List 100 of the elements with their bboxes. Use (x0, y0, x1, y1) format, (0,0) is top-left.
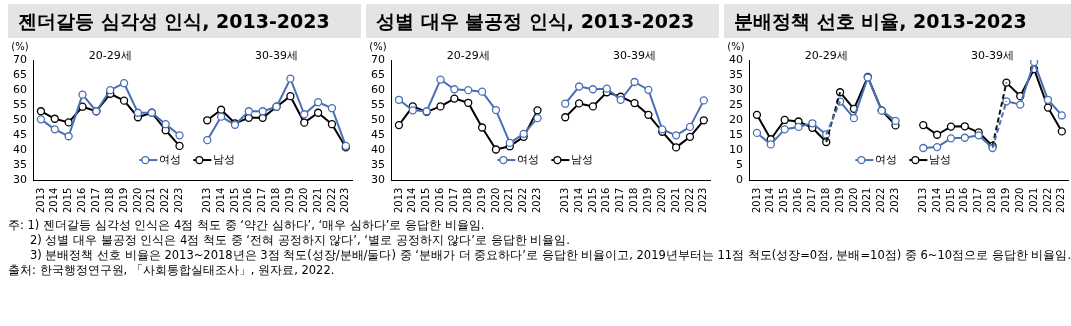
chart-title: 젠더갈등 심각성 인식, 2013-2023 (8, 4, 361, 38)
x-tick-label: 2022 (325, 187, 337, 213)
y-tick-label: 65 (13, 67, 27, 81)
y-tick-label: 15 (729, 128, 743, 142)
y-tick-label: 30 (729, 83, 743, 96)
y-tick-label: 40 (371, 143, 385, 157)
source-note: 출처: 한국행정연구원, 「사회통합실태조사」, 원자료, 2022. (8, 263, 336, 278)
y-tick-label: 35 (371, 158, 385, 172)
y-tick-label: 55 (371, 98, 385, 112)
x-tick-label: 2015 (228, 187, 240, 213)
x-tick-label: 2013 (34, 187, 46, 213)
legend-label: 남성 (571, 152, 594, 166)
x-tick-label: 2020 (1013, 187, 1025, 213)
x-tick-label: 2020 (131, 187, 143, 213)
x-tick-label: 2014 (764, 187, 776, 213)
x-tick-label: 2015 (420, 187, 432, 213)
annotation: 30-39세 (255, 49, 299, 63)
x-tick-label: 2017 (972, 187, 984, 213)
x-tick-label: 2018 (270, 187, 282, 213)
x-tick-label: 2013 (916, 187, 928, 213)
x-tick-label: 2018 (103, 187, 115, 213)
x-tick-label: 2020 (847, 187, 859, 213)
annotation: 20-29세 (446, 49, 490, 63)
x-tick-label: 2022 (1041, 187, 1053, 213)
annotation: 20-29세 (804, 49, 848, 63)
x-tick-label: 2020 (655, 187, 667, 213)
x-tick-label: 2023 (339, 187, 351, 213)
x-tick-label: 2020 (297, 187, 309, 213)
x-tick-label: 2015 (778, 187, 790, 213)
x-tick-label: 2021 (311, 187, 323, 213)
y-axis-title: (%) (727, 40, 745, 52)
y-tick-label: 10 (729, 143, 743, 157)
x-tick-label: 2014 (930, 187, 942, 213)
y-tick-label: 70 (13, 52, 27, 66)
annotation: 30-39세 (613, 49, 657, 63)
y-tick-label: 50 (13, 113, 27, 127)
y-tick-label: 35 (13, 158, 27, 172)
x-tick-label: 2016 (76, 187, 88, 213)
y-tick-label: 40 (729, 52, 743, 66)
x-tick-label: 2022 (517, 187, 529, 213)
y-tick-label: 20 (729, 113, 743, 127)
x-tick-label: 2013 (392, 187, 404, 213)
y-tick-label: 40 (13, 143, 27, 157)
x-tick-label: 2018 (628, 187, 640, 213)
x-tick-label: 2016 (958, 187, 970, 213)
legend-label: 여성 (875, 152, 898, 166)
x-tick-label: 2017 (256, 187, 268, 213)
y-axis-title: (%) (11, 40, 29, 52)
x-tick-label: 2015 (62, 187, 74, 213)
x-tick-label: 2014 (572, 187, 584, 213)
x-tick-label: 2021 (1027, 187, 1039, 213)
y-tick-label: 60 (371, 83, 385, 96)
x-tick-label: 2014 (406, 187, 418, 213)
x-tick-label: 2015 (586, 187, 598, 213)
annotation: 30-39세 (971, 49, 1015, 63)
x-tick-label: 2021 (669, 187, 681, 213)
x-tick-label: 2021 (145, 187, 157, 213)
legend-label: 여성 (517, 152, 540, 166)
x-tick-label: 2023 (889, 187, 901, 213)
annotation: 20-29세 (88, 49, 132, 63)
x-tick-label: 2019 (283, 187, 295, 213)
x-tick-label: 2013 (558, 187, 570, 213)
legend-label: 여성 (159, 152, 182, 166)
x-tick-label: 2022 (159, 187, 171, 213)
text: 3) 분배정책 선호 비율은 2013~2018년은 3점 척도(성장/분배/둘다) 중 ‘분배가 더 중요하다’로 응답한 비율이고, 2019년부터는 11점 척도(성장=0점, 분배=10점) 중 6~10점으로 응답한 비율임. (29, 248, 1071, 263)
y-tick-label: 55 (13, 98, 27, 112)
y-tick-label: 45 (371, 128, 385, 142)
x-tick-label: 2022 (683, 187, 695, 213)
x-tick-label: 2021 (503, 187, 515, 213)
x-tick-label: 2017 (805, 187, 817, 213)
x-tick-label: 2019 (117, 187, 129, 213)
x-tick-label: 2018 (986, 187, 998, 213)
x-tick-label: 2014 (214, 187, 226, 213)
x-tick-label: 2019 (475, 187, 487, 213)
legend-label: 남성 (929, 152, 952, 166)
y-tick-label: 70 (371, 52, 385, 66)
x-tick-label: 2017 (89, 187, 101, 213)
x-tick-label: 2016 (242, 187, 254, 213)
y-tick-label: 30 (13, 173, 27, 187)
text: 주: 1) 젠더갈등 심각성 인식은 4점 척도 중 ‘약간 심하다’, ‘매우 심하다’로 응답한 비율임. (8, 218, 486, 233)
chart-title: 분배정책 선호 비율, 2013-2023 (724, 4, 1071, 38)
x-tick-label: 2013 (200, 187, 212, 213)
y-tick-label: 45 (13, 128, 27, 142)
x-tick-label: 2017 (614, 187, 626, 213)
x-tick-label: 2023 (173, 187, 185, 213)
x-tick-label: 2017 (447, 187, 459, 213)
x-tick-label: 2015 (944, 187, 956, 213)
x-tick-label: 2020 (489, 187, 501, 213)
x-tick-label: 2016 (434, 187, 446, 213)
x-tick-label: 2019 (999, 187, 1011, 213)
x-tick-label: 2023 (697, 187, 709, 213)
x-tick-label: 2019 (641, 187, 653, 213)
y-tick-label: 5 (736, 158, 743, 172)
x-tick-label: 2014 (48, 187, 60, 213)
y-tick-label: 0 (736, 173, 743, 187)
text: 2) 성별 대우 불공정 인식은 4점 척도 중 ‘전혀 공정하지 않다’, ‘별로 공정하지 않다’로 응답한 비율임. (29, 233, 571, 248)
x-tick-label: 2023 (1055, 187, 1067, 213)
y-tick-label: 60 (13, 83, 27, 96)
x-tick-label: 2013 (750, 187, 762, 213)
x-tick-label: 2021 (861, 187, 873, 213)
